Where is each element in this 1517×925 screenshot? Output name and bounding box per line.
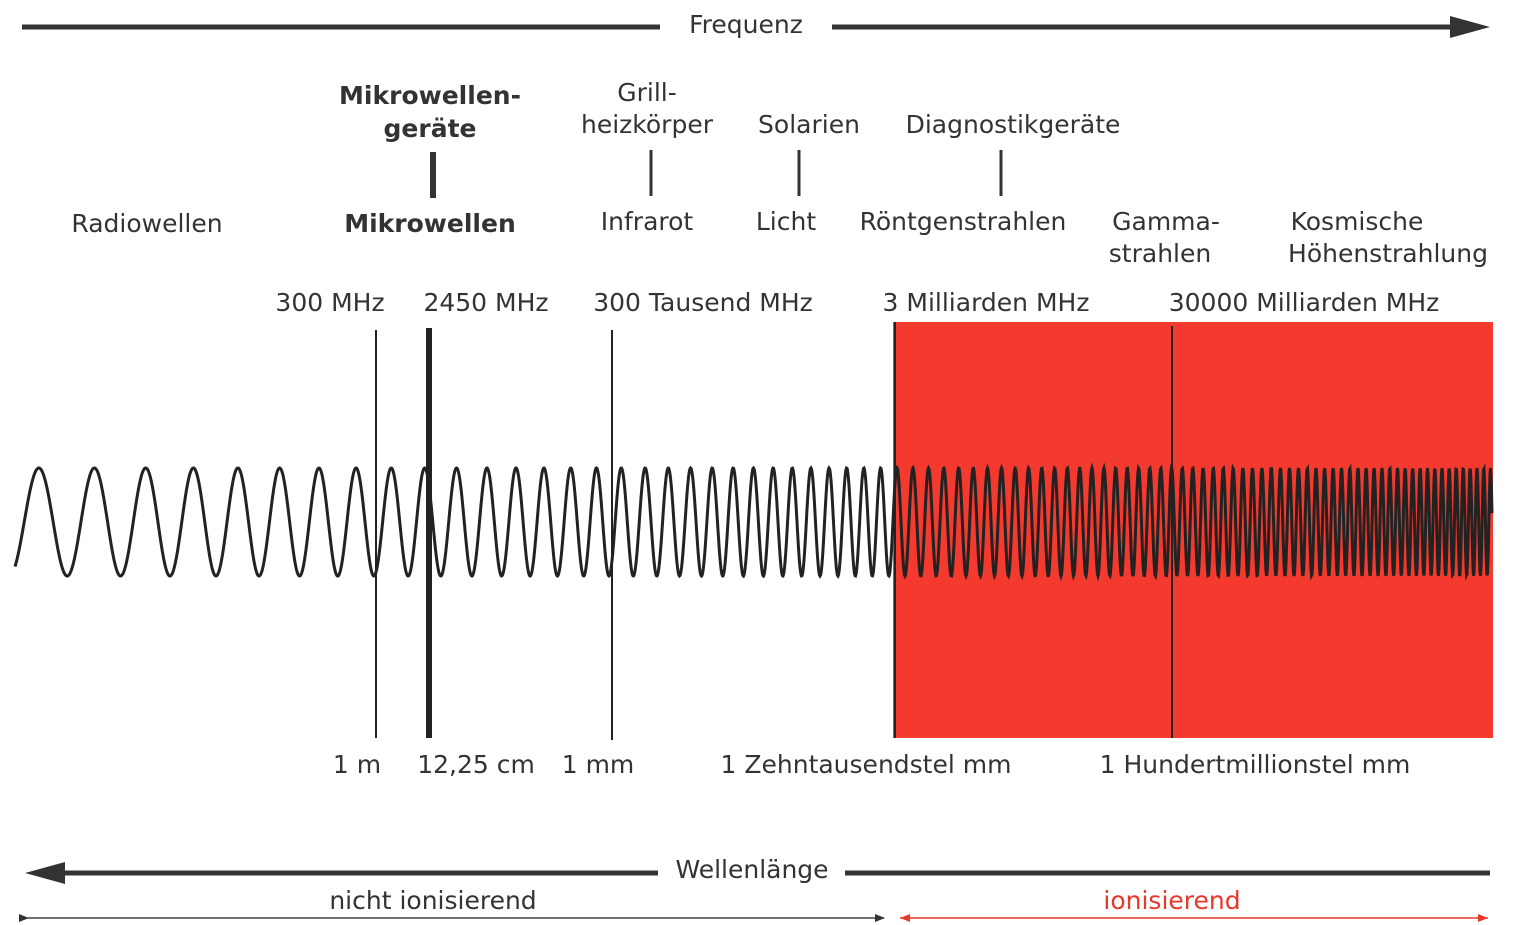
band-label: Licht [756,207,816,236]
band-label: Röntgenstrahlen [860,207,1067,236]
device-label: Solarien [758,110,860,139]
band-label: Gamma- [1112,207,1220,236]
wave-group [13,462,1494,582]
wavelength-arrowhead [25,862,65,884]
device-label: Mikrowellen- [339,81,521,110]
frequency-label: Frequenz [689,10,803,39]
frequency-value: 2450 MHz [423,288,548,317]
device-label: Grill- [617,78,677,107]
frequency-value: 300 MHz [275,288,384,317]
band-label: Radiowellen [71,209,222,238]
device-label: geräte [384,114,477,143]
frequency-arrowhead [1450,16,1490,38]
band-label: Mikrowellen [344,209,516,238]
band-label: strahlen [1109,239,1211,268]
frequency-value: 300 Tausend MHz [593,288,813,317]
wavelength-value: 1 mm [562,750,635,779]
wavelength-value: 1 Zehntausendstel mm [721,750,1012,779]
frequency-value: 30000 Milliarden MHz [1169,288,1440,317]
device-label: Diagnostikgeräte [906,110,1121,139]
band-label: Höhenstrahlung [1288,239,1488,268]
region-label: ionisierend [1103,886,1240,915]
region-label: nicht ionisierend [329,886,536,915]
wavelength-value: 1 Hundertmillionstel mm [1100,750,1411,779]
band-label: Kosmische [1291,207,1424,236]
wave [13,462,1494,582]
wavelength-value: 12,25 cm [417,750,535,779]
wavelength-value: 1 m [333,750,381,779]
wavelength-label: Wellenlänge [675,855,828,884]
device-label: heizkörper [581,110,714,139]
frequency-value: 3 Milliarden MHz [883,288,1090,317]
band-label: Infrarot [601,207,694,236]
